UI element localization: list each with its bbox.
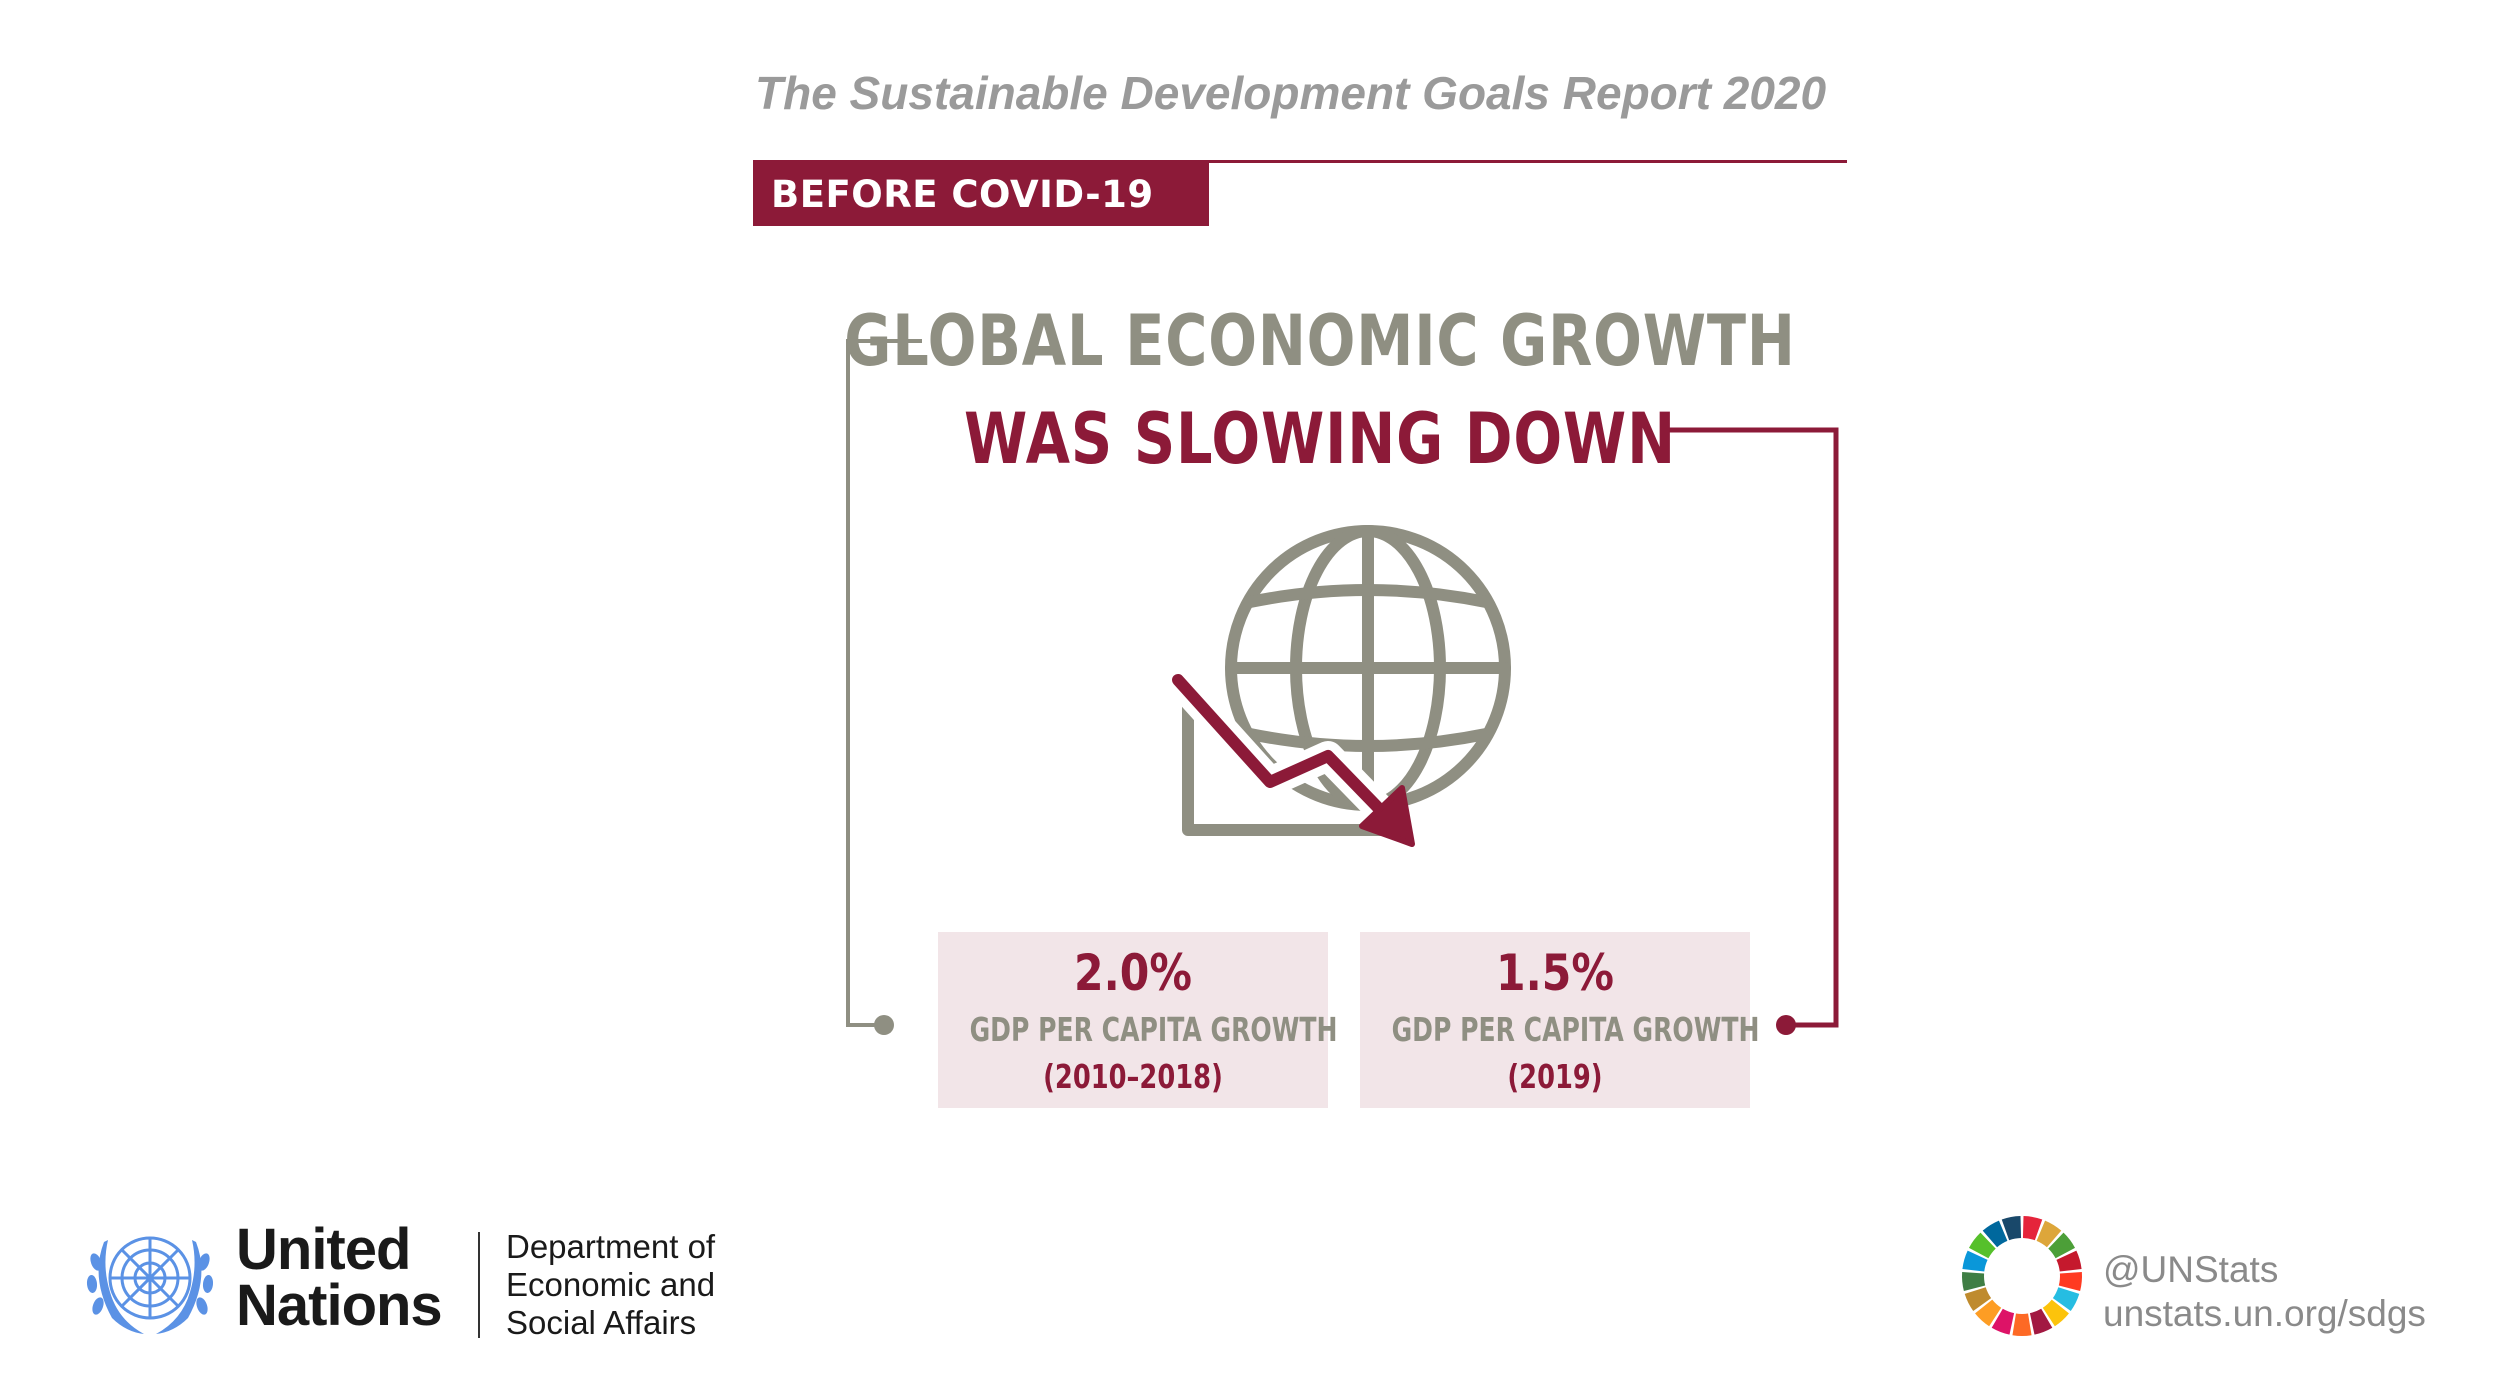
footer-divider [478, 1232, 480, 1338]
sdg-wheel-segment [1962, 1250, 1988, 1272]
desa-line-1: Department of [506, 1228, 716, 1265]
globe-with-declining-trend-icon [1163, 525, 1511, 847]
social-links: @UNStats unstats.un.org/sdgs [2103, 1248, 2426, 1336]
stat-value: 2.0% [1074, 944, 1192, 1002]
un-wordmark-line-1: United [236, 1217, 411, 1282]
sdg-wheel-segment [1962, 1271, 1986, 1291]
stat-label: GDP PER CAPITA GROWTH [969, 1010, 1338, 1049]
report-title: The Sustainable Development Goals Report… [755, 67, 1827, 119]
sdg-color-wheel-icon [1962, 1216, 2082, 1336]
headline-line-1: GLOBAL ECONOMIC GROWTH [844, 300, 1796, 382]
section-badge: BEFORE COVID-19 [753, 163, 1209, 226]
un-wordmark: United Nations [236, 1217, 443, 1338]
sdg-wheel-segment [2022, 1216, 2043, 1241]
twitter-handle[interactable]: @UNStats [2103, 1249, 2279, 1290]
desa-line-2: Economic and [506, 1266, 716, 1303]
sdg-wheel-segment [1975, 1299, 2002, 1327]
sdg-url[interactable]: unstats.un.org/sdgs [2103, 1293, 2426, 1334]
desa-line-3: Social Affairs [506, 1304, 697, 1341]
sdg-wheel-segment [2001, 1216, 2022, 1241]
sdg-wheel-segment [2052, 1287, 2080, 1311]
left-connector-dot [874, 1015, 894, 1035]
left-connector [846, 339, 922, 1027]
desa-name: Department of Economic and Social Affair… [506, 1228, 715, 1342]
stat-period: (2010–2018) [1043, 1057, 1223, 1096]
sdg-wheel-segment [2036, 1220, 2062, 1248]
sdg-wheel-segment [2012, 1313, 2032, 1336]
headline-line-2: WAS SLOWING DOWN [964, 398, 1676, 480]
sdg-wheel-segment [2048, 1232, 2076, 1259]
stat-period: (2019) [1507, 1057, 1603, 1096]
sdg-wheel-segment [1968, 1232, 1996, 1259]
sdg-wheel-segment [2042, 1299, 2069, 1327]
stat-box-2010-2018: 2.0% GDP PER CAPITA GROWTH (2010–2018) [938, 932, 1338, 1108]
title-divider [753, 160, 1847, 163]
sdg-wheel-segment [2029, 1308, 2053, 1335]
right-connector [1660, 427, 1839, 1028]
stat-box-2019: 1.5% GDP PER CAPITA GROWTH (2019) [1360, 932, 1760, 1108]
sdg-wheel-segment [1982, 1220, 2008, 1248]
right-connector-dot [1776, 1015, 1796, 1035]
sdg-wheel-segment [2056, 1250, 2082, 1272]
sdg-wheel-segment [1991, 1308, 2015, 1335]
un-wordmark-line-2: Nations [236, 1273, 443, 1338]
stat-label: GDP PER CAPITA GROWTH [1391, 1010, 1760, 1049]
sdg-wheel-segment [1964, 1287, 1992, 1311]
stat-value: 1.5% [1496, 944, 1614, 1002]
un-emblem-icon [86, 1236, 214, 1334]
sdg-wheel-segment [2058, 1271, 2082, 1291]
